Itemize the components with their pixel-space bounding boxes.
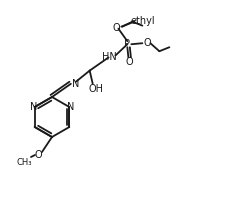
Text: HN: HN	[102, 52, 117, 62]
Text: CH₃: CH₃	[16, 158, 32, 167]
Text: N: N	[67, 102, 74, 112]
Text: OH: OH	[88, 83, 103, 93]
Text: N: N	[30, 102, 37, 112]
Text: O: O	[34, 149, 42, 159]
Text: O: O	[126, 57, 133, 67]
Text: P: P	[124, 39, 130, 49]
Text: O: O	[143, 38, 151, 48]
Text: O: O	[113, 23, 120, 32]
Text: N: N	[72, 78, 80, 88]
Text: ethyl: ethyl	[130, 16, 155, 26]
